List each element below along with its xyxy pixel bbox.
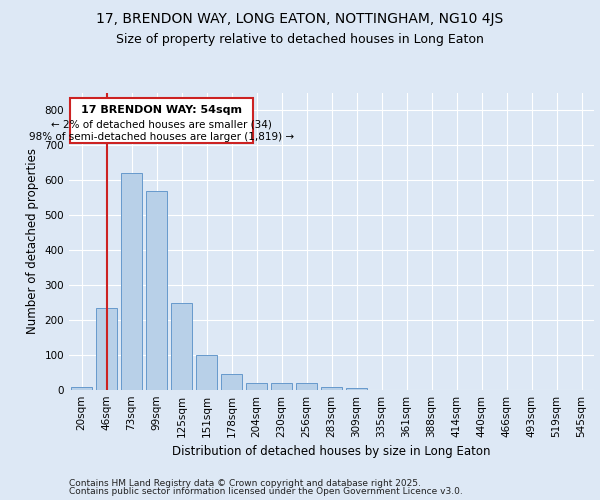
Bar bbox=[121, 173, 142, 390]
Bar bbox=[71, 386, 92, 390]
X-axis label: Distribution of detached houses by size in Long Eaton: Distribution of detached houses by size … bbox=[172, 446, 491, 458]
Bar bbox=[171, 302, 192, 390]
Bar bbox=[246, 383, 267, 390]
Text: Contains public sector information licensed under the Open Government Licence v3: Contains public sector information licen… bbox=[69, 487, 463, 496]
Bar bbox=[96, 308, 117, 390]
Y-axis label: Number of detached properties: Number of detached properties bbox=[26, 148, 39, 334]
Bar bbox=[146, 190, 167, 390]
Bar bbox=[296, 383, 317, 390]
Bar bbox=[271, 383, 292, 390]
Bar bbox=[346, 388, 367, 390]
Bar bbox=[196, 355, 217, 390]
Text: 17 BRENDON WAY: 54sqm: 17 BRENDON WAY: 54sqm bbox=[81, 106, 242, 116]
Text: ← 2% of detached houses are smaller (34): ← 2% of detached houses are smaller (34) bbox=[51, 119, 272, 129]
Bar bbox=[221, 374, 242, 390]
Text: Contains HM Land Registry data © Crown copyright and database right 2025.: Contains HM Land Registry data © Crown c… bbox=[69, 478, 421, 488]
Text: 17, BRENDON WAY, LONG EATON, NOTTINGHAM, NG10 4JS: 17, BRENDON WAY, LONG EATON, NOTTINGHAM,… bbox=[97, 12, 503, 26]
Text: 98% of semi-detached houses are larger (1,819) →: 98% of semi-detached houses are larger (… bbox=[29, 132, 294, 142]
FancyBboxPatch shape bbox=[70, 98, 253, 143]
Text: Size of property relative to detached houses in Long Eaton: Size of property relative to detached ho… bbox=[116, 32, 484, 46]
Bar bbox=[321, 386, 342, 390]
